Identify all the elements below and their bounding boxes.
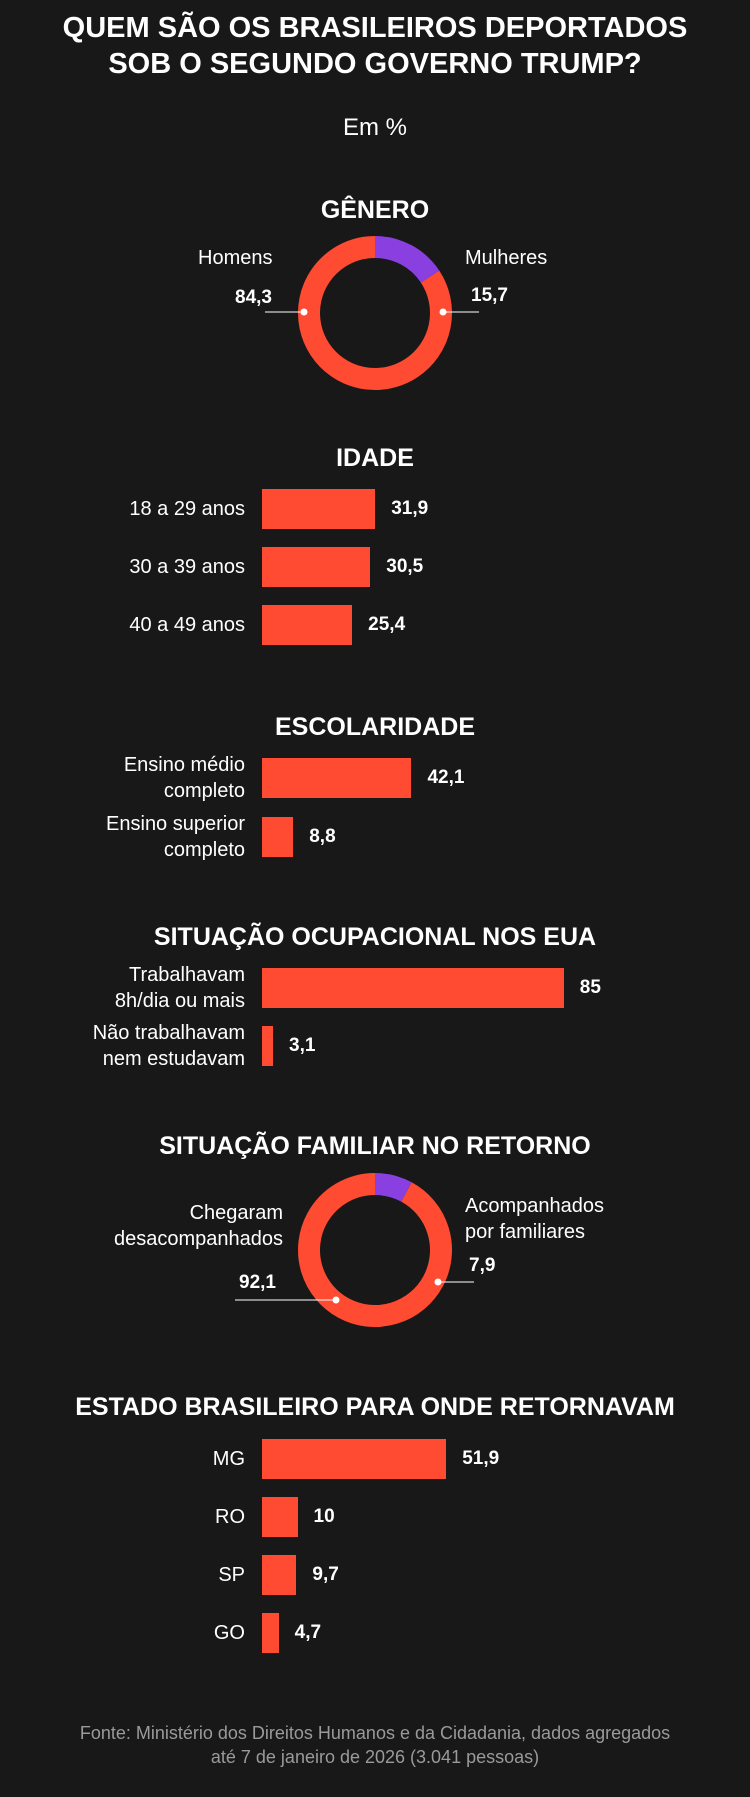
slice-label-homens: Homens [198,247,273,269]
slice-value-mulheres: 15,7 [471,285,508,306]
bar-label-ensino-medio-completo: Ensino médio completo [123,754,245,802]
bar-label-nao-trabalhavam-nem-estudavam: Não trabalhavam nem estudavam [92,1022,245,1070]
source-line-1: Fonte: Ministério dos Direitos Humanos e… [79,1723,671,1743]
bar-ensino-superior-completo [262,817,294,857]
section-title-genero: GÊNERO [320,196,430,224]
donut-slice-mulheres [298,236,452,390]
bar-value-trabalhavam-8h-dia-ou-mais: 85 [579,977,601,998]
bar-value-sp: 9,7 [312,1564,339,1585]
leader-dot-chegaram-desacompanhados [332,1296,340,1304]
bar-value-go: 4,7 [294,1622,322,1643]
bar-value-mg: 51,9 [462,1448,500,1469]
bar-ro [262,1497,298,1537]
bar-30-a-39-anos [262,547,371,587]
bar-value-30-a-39-anos: 30,5 [386,556,424,577]
title-line-1: QUEM SÃO OS BRASILEIROS DEPORTADOS [62,12,688,44]
bar-value-40-a-49-anos: 25,4 [368,614,406,635]
donut-chart-familiar [235,1173,474,1327]
donut-slice-acompanhados-por-familiares [298,1173,452,1327]
bar-value-ensino-superior-completo: 8,8 [309,826,336,847]
slice-value-acompanhados: 7,9 [469,1255,496,1276]
slice-label-desacompanhados: Chegaram desacompanhados [113,1202,283,1250]
bar-40-a-49-anos [262,605,353,645]
unit-subtitle: Em % [342,114,407,141]
bar-label-ro: RO [215,1506,245,1528]
section-title-escolaridade: ESCOLARIDADE [274,713,475,741]
leader-dot-homens [300,308,308,316]
slice-label-acompanhados: Acompanhados por familiares [465,1195,604,1243]
bar-trabalhavam-8h-dia-ou-mais [262,968,564,1008]
bar-label-trabalhavam-8h-dia-ou-mais: Trabalhavam 8h/dia ou mais [114,964,245,1012]
section-title-familiar: SITUAÇÃO FAMILIAR NO RETORNO [159,1132,591,1160]
bar-label-30-a-39-anos: 30 a 39 anos [129,556,245,578]
bar-value-ensino-medio-completo: 42,1 [427,767,465,788]
bar-mg [262,1439,447,1479]
bar-nao-trabalhavam-nem-estudavam [262,1026,273,1066]
source-line-2: até 7 de janeiro de 2026 (3.041 pessoas) [210,1747,540,1767]
bar-go [262,1613,279,1653]
section-title-ocupacional: SITUAÇÃO OCUPACIONAL NOS EUA [153,923,597,951]
bar-value-ro: 10 [313,1506,335,1527]
bar-label-40-a-49-anos: 40 a 49 anos [129,614,245,636]
bar-sp [262,1555,297,1595]
slice-value-homens: 84,3 [235,287,272,308]
chart-title: QUEM SÃO OS BRASILEIROS DEPORTADOS SOB O… [0,10,750,82]
slice-label-mulheres: Mulheres [465,247,548,269]
bar-18-a-29-anos [262,489,376,529]
bar-label-sp: SP [218,1564,245,1586]
slice-value-desacompanhados: 92,1 [239,1272,276,1293]
leader-dot-mulheres [439,308,447,316]
bar-label-ensino-superior-completo: Ensino superior completo [106,813,245,861]
bar-label-18-a-29-anos: 18 a 29 anos [129,498,245,520]
title-line-2: SOB O SEGUNDO GOVERNO TRUMP? [108,48,642,80]
bar-label-go: GO [213,1622,245,1644]
section-title-idade: IDADE [336,444,414,472]
bar-value-nao-trabalhavam-nem-estudavam: 3,1 [289,1035,316,1056]
bar-value-18-a-29-anos: 31,9 [391,498,429,519]
leader-dot-acompanhados-por-familiares [434,1278,442,1286]
bar-label-mg: MG [212,1448,245,1470]
donut-chart-genero [265,236,479,390]
source-note: Fonte: Ministério dos Direitos Humanos e… [0,1721,750,1769]
section-title-estado: ESTADO BRASILEIRO PARA ONDE RETORNAVAM [75,1393,675,1421]
bar-ensino-medio-completo [262,758,412,798]
